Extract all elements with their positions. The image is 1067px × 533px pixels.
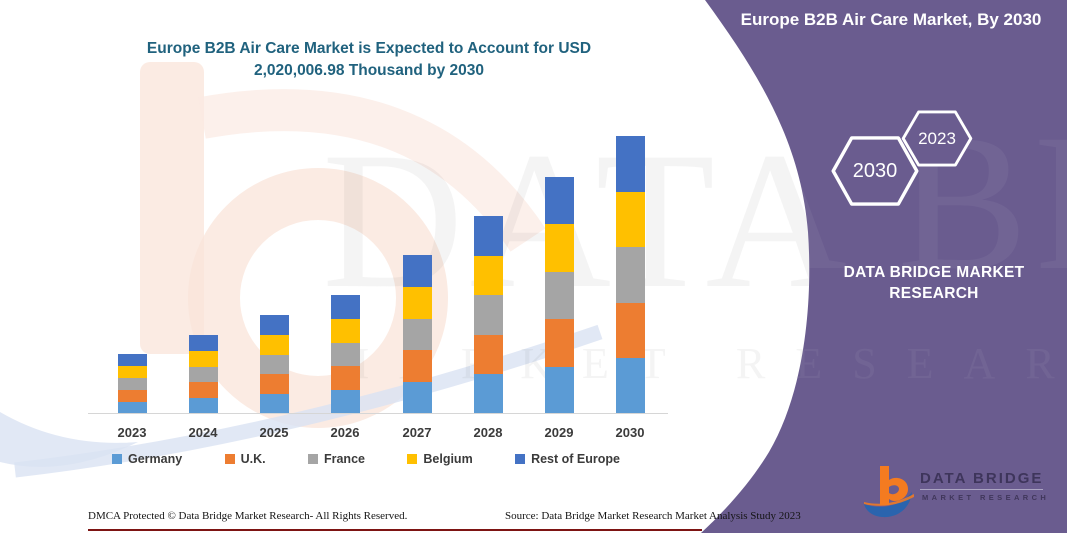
- legend-item-u-k-: U.K.: [224, 452, 266, 466]
- panel-title: Europe B2B Air Care Market, By 2030: [740, 10, 1042, 29]
- logo-d-swoosh: [864, 492, 912, 518]
- segment-2025-belgium: [259, 334, 289, 355]
- segment-2026-belgium: [330, 318, 360, 343]
- legend-swatch: [307, 454, 318, 464]
- x-axis-label-2027: 2027: [402, 425, 432, 440]
- segment-2029-rest-of-europe: [544, 177, 574, 225]
- panel-brand-text: DATA BRIDGE MARKET RESEARCH: [843, 262, 1025, 304]
- segment-2026-france: [330, 342, 360, 367]
- segment-2025-france: [259, 354, 289, 375]
- segment-2027-germany: [402, 382, 432, 414]
- logo-subtitle: MARKET RESEARCH: [922, 493, 1050, 502]
- segment-2024-u-k-: [188, 382, 218, 399]
- x-axis-label-2030: 2030: [615, 425, 645, 440]
- logo-wordmark: DATA BRIDGE: [920, 470, 1044, 490]
- data-bridge-logo: DATA BRIDGE MARKET RESEARCH: [862, 458, 1052, 520]
- segment-2023-germany: [117, 401, 147, 414]
- segment-2028-u-k-: [473, 334, 503, 375]
- segment-2026-u-k-: [330, 366, 360, 391]
- segment-2028-germany: [473, 374, 503, 414]
- hexagon-2030-label: 2030: [852, 160, 898, 182]
- segment-2025-rest-of-europe: [259, 315, 289, 335]
- bar-2023: [117, 353, 147, 414]
- bar-2028: [473, 216, 503, 414]
- segment-2025-germany: [259, 394, 289, 414]
- legend-label: Belgium: [423, 452, 473, 466]
- segment-2026-rest-of-europe: [330, 295, 360, 319]
- segment-2026-germany: [330, 390, 360, 414]
- hexagon-2023-label: 2023: [918, 129, 956, 148]
- segment-2027-belgium: [402, 286, 432, 319]
- legend-item-france: France: [307, 452, 365, 466]
- footer-dmca-text: DMCA Protected © Data Bridge Market Rese…: [88, 510, 408, 522]
- segment-2028-belgium: [473, 255, 503, 296]
- panel-brand-line2: RESEARCH: [889, 285, 979, 302]
- legend-label: Germany: [128, 452, 183, 466]
- bar-2024: [188, 335, 218, 414]
- x-axis-label-2025: 2025: [259, 425, 289, 440]
- segment-2029-u-k-: [544, 319, 574, 367]
- x-axis-label-2028: 2028: [473, 425, 503, 440]
- legend-swatch: [515, 454, 526, 464]
- chart-title: Europe B2B Air Care Market is Expected t…: [88, 38, 650, 82]
- x-axis-line: [88, 413, 668, 414]
- segment-2024-rest-of-europe: [188, 335, 218, 351]
- segment-2027-france: [402, 318, 432, 351]
- x-axis-label-2026: 2026: [330, 425, 360, 440]
- panel-brand-line1: DATA BRIDGE MARKET: [843, 264, 1025, 281]
- hexagon-2030: 2030: [831, 136, 919, 206]
- segment-2030-germany: [615, 358, 645, 414]
- segment-2029-germany: [544, 366, 574, 414]
- legend-label: U.K.: [240, 452, 266, 466]
- legend-label: Rest of Europe: [531, 452, 620, 466]
- segment-2030-belgium: [615, 191, 645, 248]
- chart-title-line1: Europe B2B Air Care Market is Expected t…: [146, 40, 592, 57]
- hexagon-2030-shape: [831, 136, 919, 206]
- segment-2030-rest-of-europe: [615, 136, 645, 192]
- bar-2026: [330, 295, 360, 414]
- footer-source-text: Source: Data Bridge Market Research Mark…: [505, 510, 801, 522]
- logo-swoosh-accent: [864, 494, 914, 506]
- segment-2024-germany: [188, 398, 218, 414]
- footer-rule: [88, 529, 702, 531]
- segment-2023-rest-of-europe: [117, 353, 147, 366]
- bar-2029: [544, 177, 574, 414]
- segment-2023-france: [117, 377, 147, 390]
- legend-item-rest-of-europe: Rest of Europe: [515, 452, 620, 466]
- legend-swatch: [112, 454, 122, 464]
- segment-2027-u-k-: [402, 350, 432, 383]
- segment-2024-belgium: [188, 350, 218, 367]
- segment-2023-u-k-: [117, 389, 147, 402]
- legend-item-germany: Germany: [112, 452, 182, 466]
- chart-title-line2: 2,020,006.98 Thousand by 2030: [253, 62, 485, 79]
- logo-b-glyph: [880, 466, 908, 505]
- legend-label: France: [323, 452, 365, 466]
- segment-2023-belgium: [117, 365, 147, 378]
- segment-2028-france: [473, 295, 503, 335]
- segment-2027-rest-of-europe: [402, 255, 432, 287]
- legend-swatch: [224, 454, 235, 464]
- hexagon-2023-shape: [901, 110, 973, 167]
- bar-2027: [402, 255, 432, 414]
- segment-2029-france: [544, 271, 574, 320]
- segment-2028-rest-of-europe: [473, 216, 503, 256]
- bar-2025: [259, 315, 289, 414]
- segment-2025-u-k-: [259, 374, 289, 395]
- bar-2030: [615, 136, 645, 414]
- x-axis-label-2029: 2029: [544, 425, 574, 440]
- segment-2030-france: [615, 247, 645, 303]
- legend-swatch: [407, 454, 418, 464]
- data-bridge-logo-icon: [864, 466, 914, 518]
- segment-2024-france: [188, 366, 218, 383]
- legend: Germany U.K. France Belgium Rest of Europe: [112, 452, 620, 466]
- segment-2030-u-k-: [615, 302, 645, 359]
- x-axis-label-2023: 2023: [117, 425, 147, 440]
- x-axis-label-2024: 2024: [188, 425, 218, 440]
- hexagon-2023: 2023: [901, 110, 973, 167]
- segment-2029-belgium: [544, 224, 574, 272]
- legend-item-belgium: Belgium: [407, 452, 473, 466]
- bars-layer: 2023 2024 2025 2026 2027 2028 2029 2030: [117, 136, 645, 440]
